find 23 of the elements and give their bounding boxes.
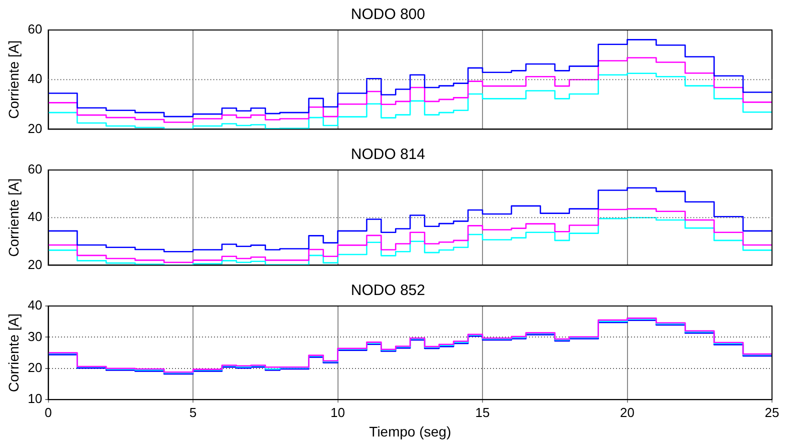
y-axis-title: Corriente [A] [5, 178, 22, 257]
y-tick-label: 20 [28, 360, 42, 375]
y-tick-label: 30 [28, 328, 42, 344]
x-tick-label: 20 [620, 404, 634, 420]
x-tick-label: 15 [475, 404, 490, 420]
x-tick-label: 0 [44, 404, 52, 420]
chart-title: NODO 800 [350, 6, 426, 24]
y-tick-label: 20 [28, 120, 42, 136]
x-tick-label: 25 [764, 404, 780, 420]
chart-title: NODO 852 [350, 282, 426, 300]
x-tick-label: 10 [330, 404, 345, 420]
y-tick-label: 20 [28, 256, 42, 272]
y-tick-label: 40 [28, 298, 42, 313]
y-tick-label: 10 [28, 391, 42, 406]
y-tick-label: 60 [28, 162, 42, 177]
x-axis-title: Tiempo (seg) [369, 423, 452, 440]
y-tick-label: 40 [28, 209, 42, 224]
y-axis-title: Corriente [A] [5, 40, 22, 119]
chart-title: NODO 814 [350, 146, 426, 164]
x-tick-label: 5 [189, 404, 197, 420]
y-tick-label: 40 [28, 71, 42, 86]
y-axis-title: Corriente [A] [5, 314, 22, 392]
y-tick-label: 60 [28, 22, 42, 37]
